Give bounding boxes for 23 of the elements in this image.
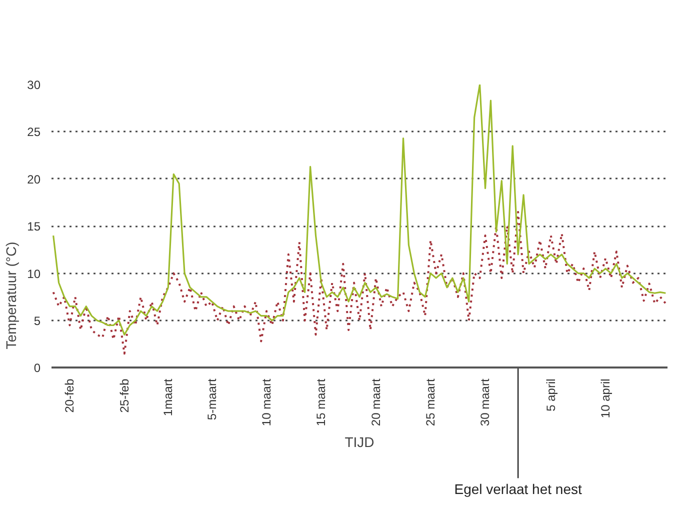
x-axis-title: TIJD	[344, 434, 374, 450]
y-tick-label: 15	[27, 220, 41, 234]
ref-line-label: Egel verlaat het nest	[454, 481, 582, 498]
y-tick-label: 5	[34, 314, 41, 328]
x-tick-label: 10 maart	[260, 378, 274, 426]
y-tick-label: 25	[27, 125, 41, 140]
x-tick-label: 5-maart	[204, 378, 219, 420]
x-tick-label: 5 april	[544, 378, 558, 412]
y-tick-label: 30	[27, 78, 41, 92]
x-tick-label: 20-feb	[62, 378, 77, 413]
x-tick-label: 20 maart	[368, 378, 383, 426]
y-tick-label: 0	[34, 361, 41, 376]
y-tick-label: 10	[27, 266, 41, 281]
x-tick-label: 30 maart	[478, 378, 492, 426]
y-tick-label: 20	[27, 172, 41, 186]
line-series	[52, 210, 667, 355]
x-tick-label: 10 april	[598, 378, 613, 418]
line-series	[52, 84, 666, 336]
x-tick-label: 25-feb	[117, 378, 132, 413]
x-tick-label: 1maart	[161, 378, 176, 416]
y-axis-title: Temperatuur (°C)	[3, 242, 20, 350]
x-tick-label: 25 maart	[424, 378, 438, 426]
x-tick-label: 15 maart	[314, 378, 328, 426]
